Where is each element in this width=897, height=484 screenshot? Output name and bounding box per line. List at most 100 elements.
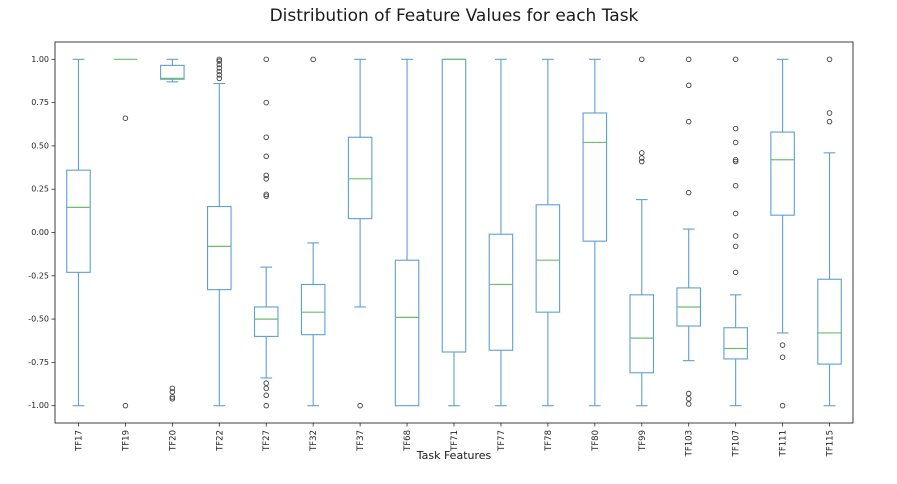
- outlier-point: [263, 176, 269, 182]
- outlier-point: [685, 118, 692, 125]
- outlier-point: [732, 182, 739, 189]
- outlier-point: [732, 139, 739, 146]
- x-tick-label: TF17: [74, 430, 84, 452]
- y-tick-label: -1.00: [28, 401, 49, 410]
- y-tick-label: -0.25: [28, 271, 49, 280]
- iqr-box: [66, 169, 91, 273]
- chart-title: Distribution of Feature Values for each …: [269, 6, 639, 26]
- iqr-box: [207, 205, 232, 291]
- outlier-point: [732, 56, 739, 63]
- y-tick-label: 0.25: [31, 185, 49, 194]
- y-tick-label: -0.75: [28, 358, 49, 367]
- box-plot-TF17: [66, 58, 91, 407]
- x-tick-label: TF68: [403, 430, 413, 452]
- outlier-point: [122, 402, 129, 409]
- outlier-point: [263, 134, 269, 140]
- box-plot-TF20: [160, 58, 185, 402]
- iqr-box: [770, 131, 795, 216]
- x-tick-label: TF107: [732, 430, 742, 457]
- outlier-point: [732, 210, 739, 217]
- box-plot-TF37: [347, 58, 373, 409]
- outlier-point: [732, 158, 739, 165]
- outlier-point: [639, 155, 645, 161]
- y-tick-label: 0.00: [31, 228, 49, 237]
- y-tick-label: 1.00: [31, 55, 49, 64]
- outlier-point: [732, 125, 739, 132]
- outlier-point: [216, 56, 223, 63]
- outlier-point: [122, 115, 129, 121]
- box-plot-TF27: [253, 56, 279, 409]
- outlier-point: [263, 153, 269, 160]
- x-tick-label: TF111: [779, 430, 789, 457]
- box-plot-TF103: [676, 56, 701, 407]
- x-tick-label: TF80: [591, 430, 601, 452]
- x-axis: TF17 TF19 TF20 TF22 TF27 TF32 TF37 TF68 TF71 TF77…: [74, 423, 836, 457]
- y-tick-label: 0.50: [31, 141, 49, 150]
- box-plot-TF99: [629, 56, 655, 407]
- outlier-point: [732, 269, 739, 276]
- outlier-point: [685, 390, 692, 397]
- x-tick-label: TF27: [262, 430, 272, 452]
- outlier-point: [263, 191, 269, 198]
- iqr-box: [347, 136, 373, 220]
- box-plot-TF68: [394, 58, 420, 407]
- x-tick-label: TF115: [826, 430, 836, 457]
- iqr-box: [629, 294, 655, 374]
- outlier-point: [216, 72, 223, 78]
- x-tick-label: TF78: [544, 430, 554, 452]
- outlier-point: [639, 158, 645, 165]
- outlier-point: [826, 56, 833, 63]
- outlier-point: [169, 394, 176, 400]
- outlier-point: [685, 401, 692, 407]
- outlier-point: [263, 380, 269, 386]
- box-plot-TF19: [113, 58, 138, 409]
- outlier-point: [263, 402, 269, 409]
- outlier-point: [216, 58, 223, 64]
- outlier-point: [685, 396, 692, 402]
- outlier-point: [263, 193, 269, 199]
- iqr-box: [488, 233, 514, 351]
- outlier-point: [732, 157, 739, 163]
- outlier-point: [685, 56, 692, 63]
- y-tick-label: -0.50: [28, 315, 49, 324]
- box-plot-TF80: [582, 58, 608, 407]
- x-tick-label: TF37: [356, 430, 366, 452]
- iqr-box: [394, 259, 420, 407]
- outlier-point: [685, 82, 692, 89]
- x-tick-label: TF77: [497, 430, 507, 452]
- outlier-point: [732, 243, 739, 250]
- outlier-point: [685, 189, 692, 196]
- outlier-point: [263, 56, 269, 63]
- iqr-box: [535, 204, 561, 313]
- outlier-point: [826, 118, 833, 125]
- outlier-point: [357, 402, 363, 409]
- x-tick-label: TF99: [638, 430, 648, 452]
- box-plot-TF32: [300, 56, 326, 407]
- outlier-point: [263, 385, 269, 392]
- box-plot-TF78: [535, 58, 561, 407]
- outlier-point: [263, 99, 269, 106]
- box-plot-TF22: [207, 56, 232, 407]
- x-tick-label: TF71: [450, 430, 460, 452]
- outlier-point: [779, 402, 786, 409]
- outlier-point: [216, 75, 223, 82]
- iqr-box: [441, 58, 467, 353]
- x-tick-label: TF19: [121, 430, 131, 452]
- outlier-point: [216, 68, 223, 75]
- outlier-point: [779, 354, 786, 360]
- y-tick-label: 0.75: [31, 98, 49, 107]
- iqr-box: [160, 64, 185, 80]
- box-plot-TF71: [441, 58, 467, 407]
- x-axis-label: Task Features: [416, 449, 492, 462]
- box-plot-TF77: [488, 58, 514, 407]
- x-tick-label: TF20: [168, 430, 178, 452]
- outlier-point: [639, 56, 645, 63]
- outlier-point: [169, 389, 176, 395]
- x-tick-label: TF103: [685, 430, 695, 457]
- outlier-point: [263, 172, 269, 179]
- box-plot-TF115: [817, 56, 842, 407]
- iqr-box: [582, 112, 608, 242]
- iqr-box: [253, 306, 279, 337]
